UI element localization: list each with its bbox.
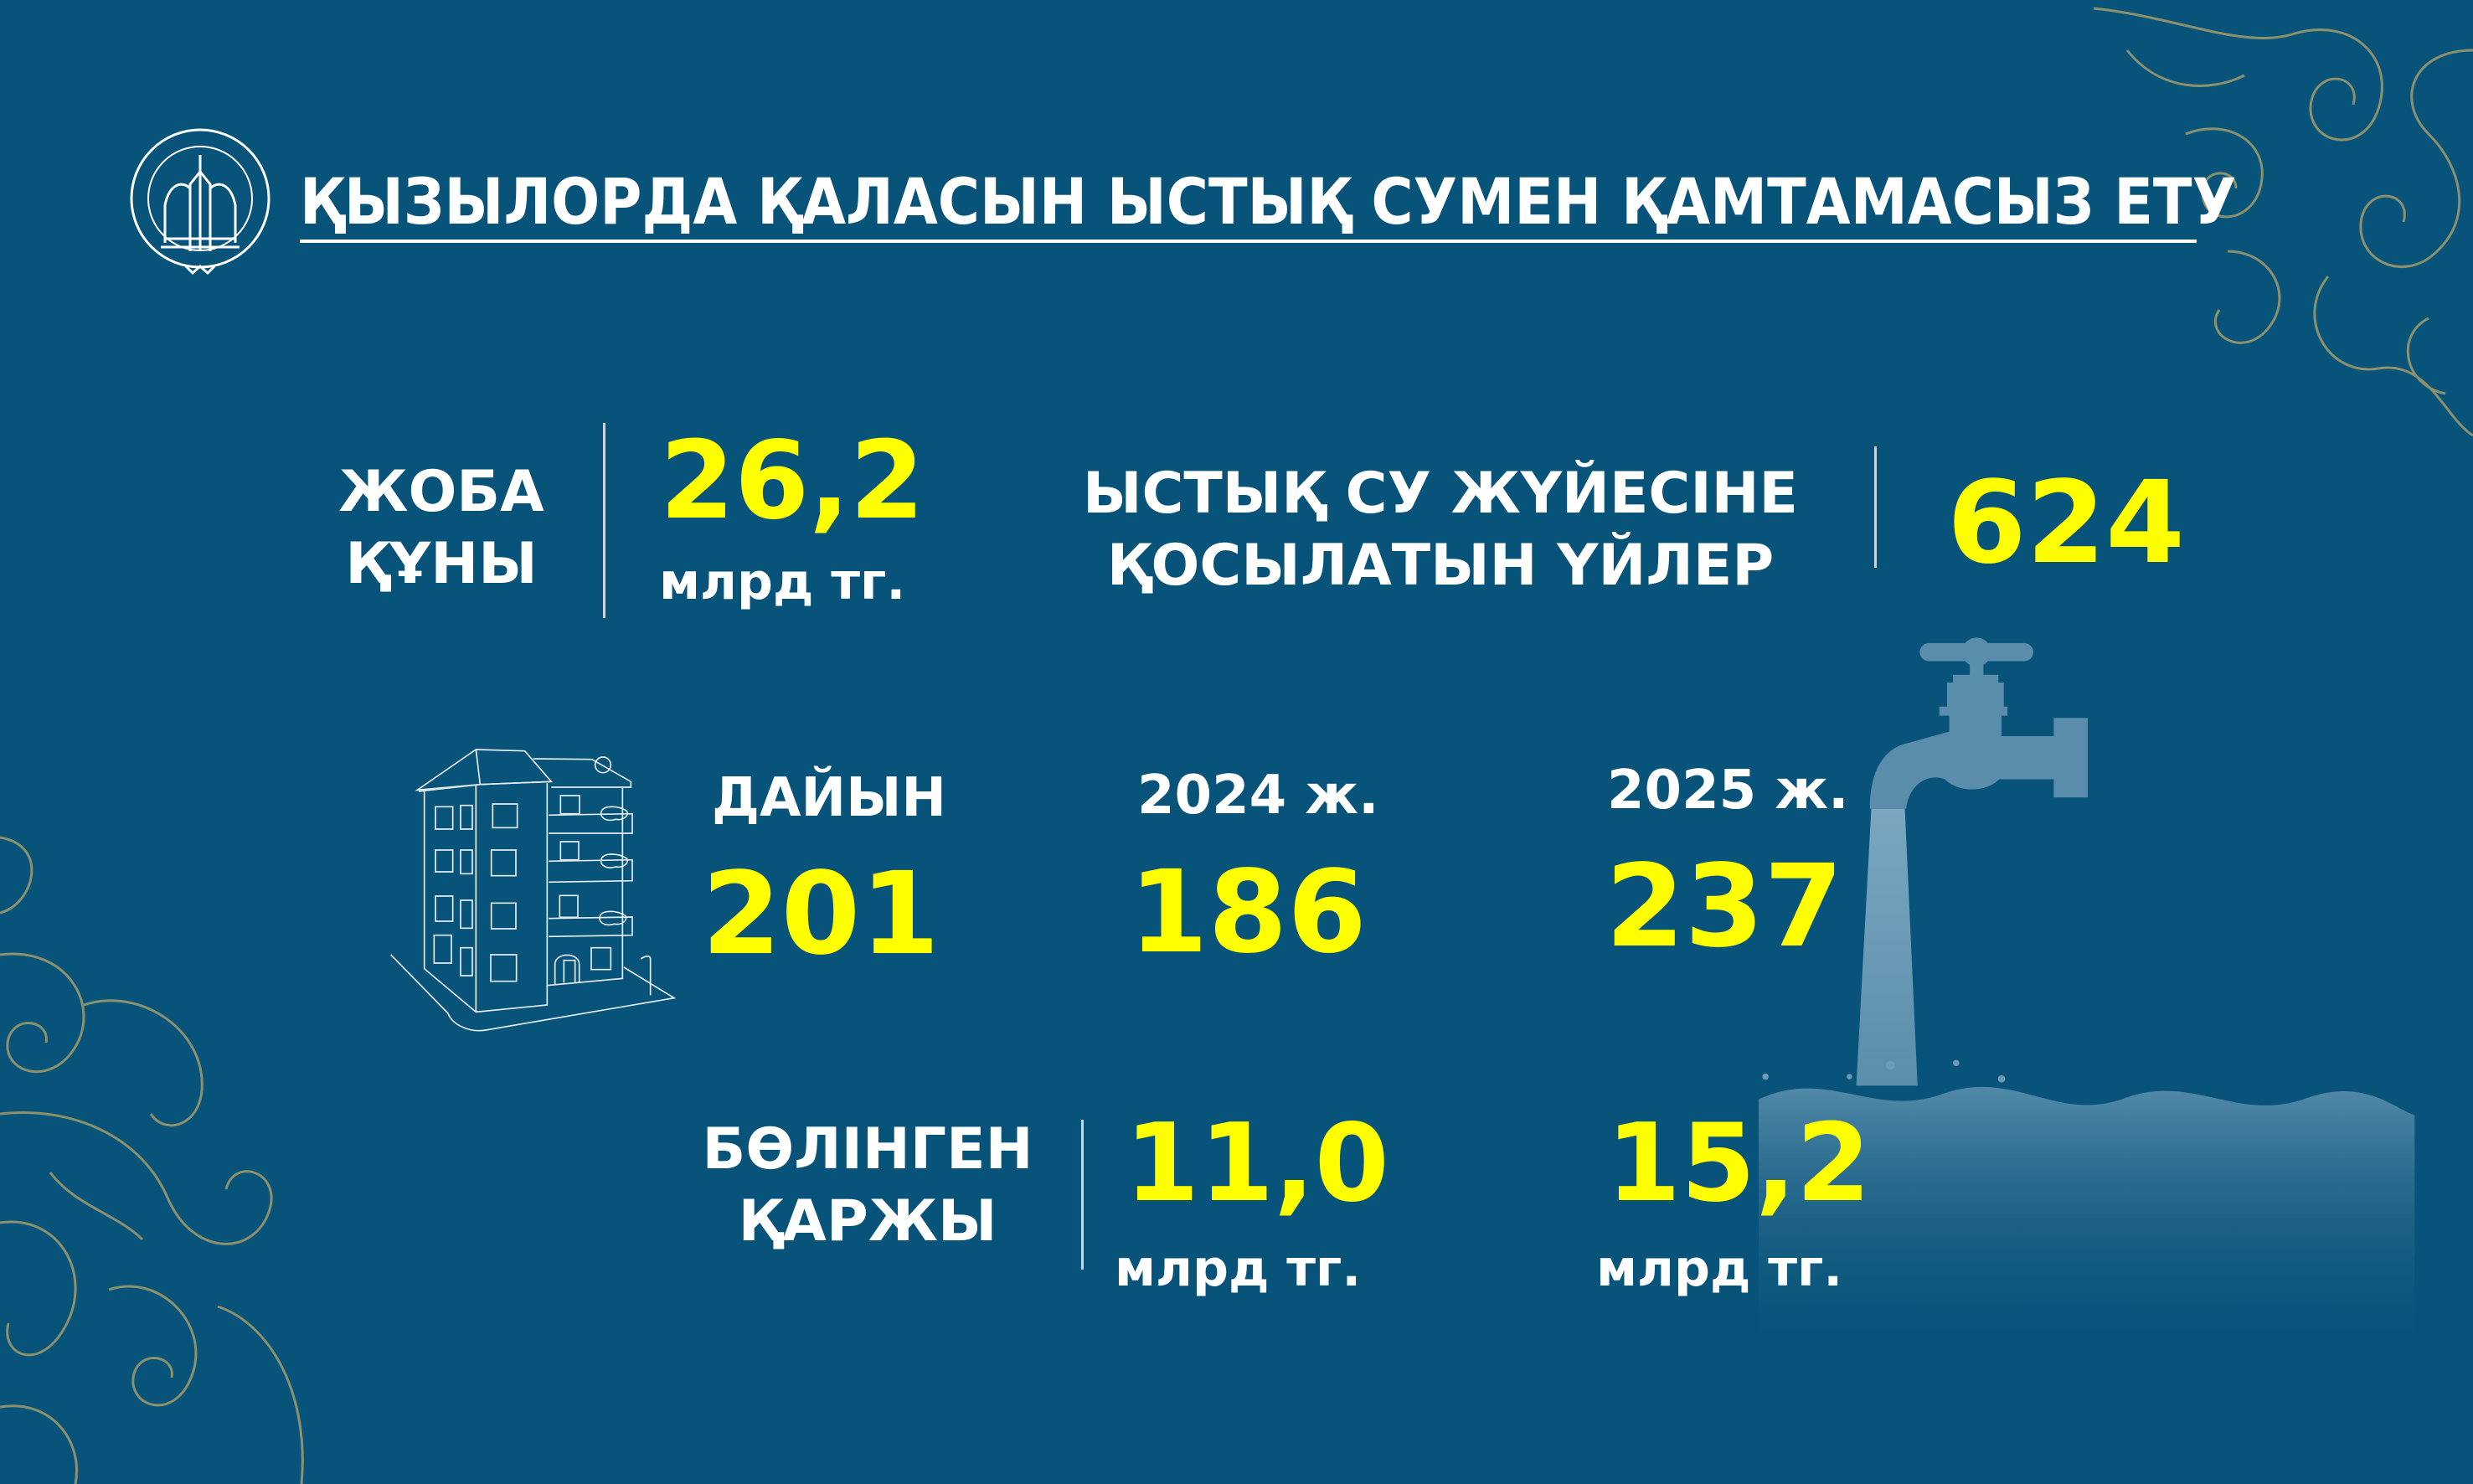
page-title: ҚЫЗЫЛОРДА ҚАЛАСЫН ЫСТЫҚ СУМЕН ҚАМТАМАСЫЗ… [300,164,2237,239]
project-cost-value: 26,2 [660,419,925,544]
houses-label: ЫСТЫҚ СУ ЖҮЙЕСІНЕ ҚОСЫЛАТЫН ҮЙЛЕР [1064,458,1817,602]
title-underline [300,240,2197,243]
funding-2025-unit: млрд тг. [1596,1239,1843,1298]
project-cost-label: ЖОБА ҚҰНЫ [324,456,559,600]
water-faucet-icon [1759,637,2415,1340]
ornament-bottom-left [0,836,304,1484]
year-2025-label: 2025 ж. [1607,760,1849,822]
ready-value: 201 [702,848,940,981]
year-2024-houses-value: 186 [1129,847,1367,979]
houses-label-line1: ЫСТЫҚ СУ ЖҮЙЕСІНЕ [1083,461,1798,527]
divider [1874,446,1877,568]
ready-label: ДАЙЫН [712,767,946,829]
region-emblem-logo [130,128,270,276]
funding-2024-value: 11,0 [1125,1101,1389,1226]
houses-value: 624 [1947,457,2185,590]
apartment-building-icon [390,749,677,1032]
funding-2025-value: 15,2 [1606,1101,1871,1226]
divider [1081,1120,1084,1270]
divider [603,423,605,618]
ornament-top-right [2093,7,2473,437]
houses-label-line2: ҚОСЫЛАТЫН ҮЙЛЕР [1106,533,1775,599]
funding-2024-unit: млрд тг. [1115,1239,1362,1298]
project-cost-label-line1: ЖОБА [338,459,544,525]
year-2025-houses-value: 237 [1605,841,1843,973]
funding-label-line1: БӨЛІНГЕН [702,1116,1033,1183]
project-cost-label-line2: ҚҰНЫ [345,531,538,597]
funding-label: БӨЛІНГЕН ҚАРЖЫ [700,1114,1035,1258]
project-cost-unit: млрд тг. [659,553,906,611]
year-2024-label: 2024 ж. [1137,765,1379,827]
funding-label-line2: ҚАРЖЫ [738,1188,997,1255]
